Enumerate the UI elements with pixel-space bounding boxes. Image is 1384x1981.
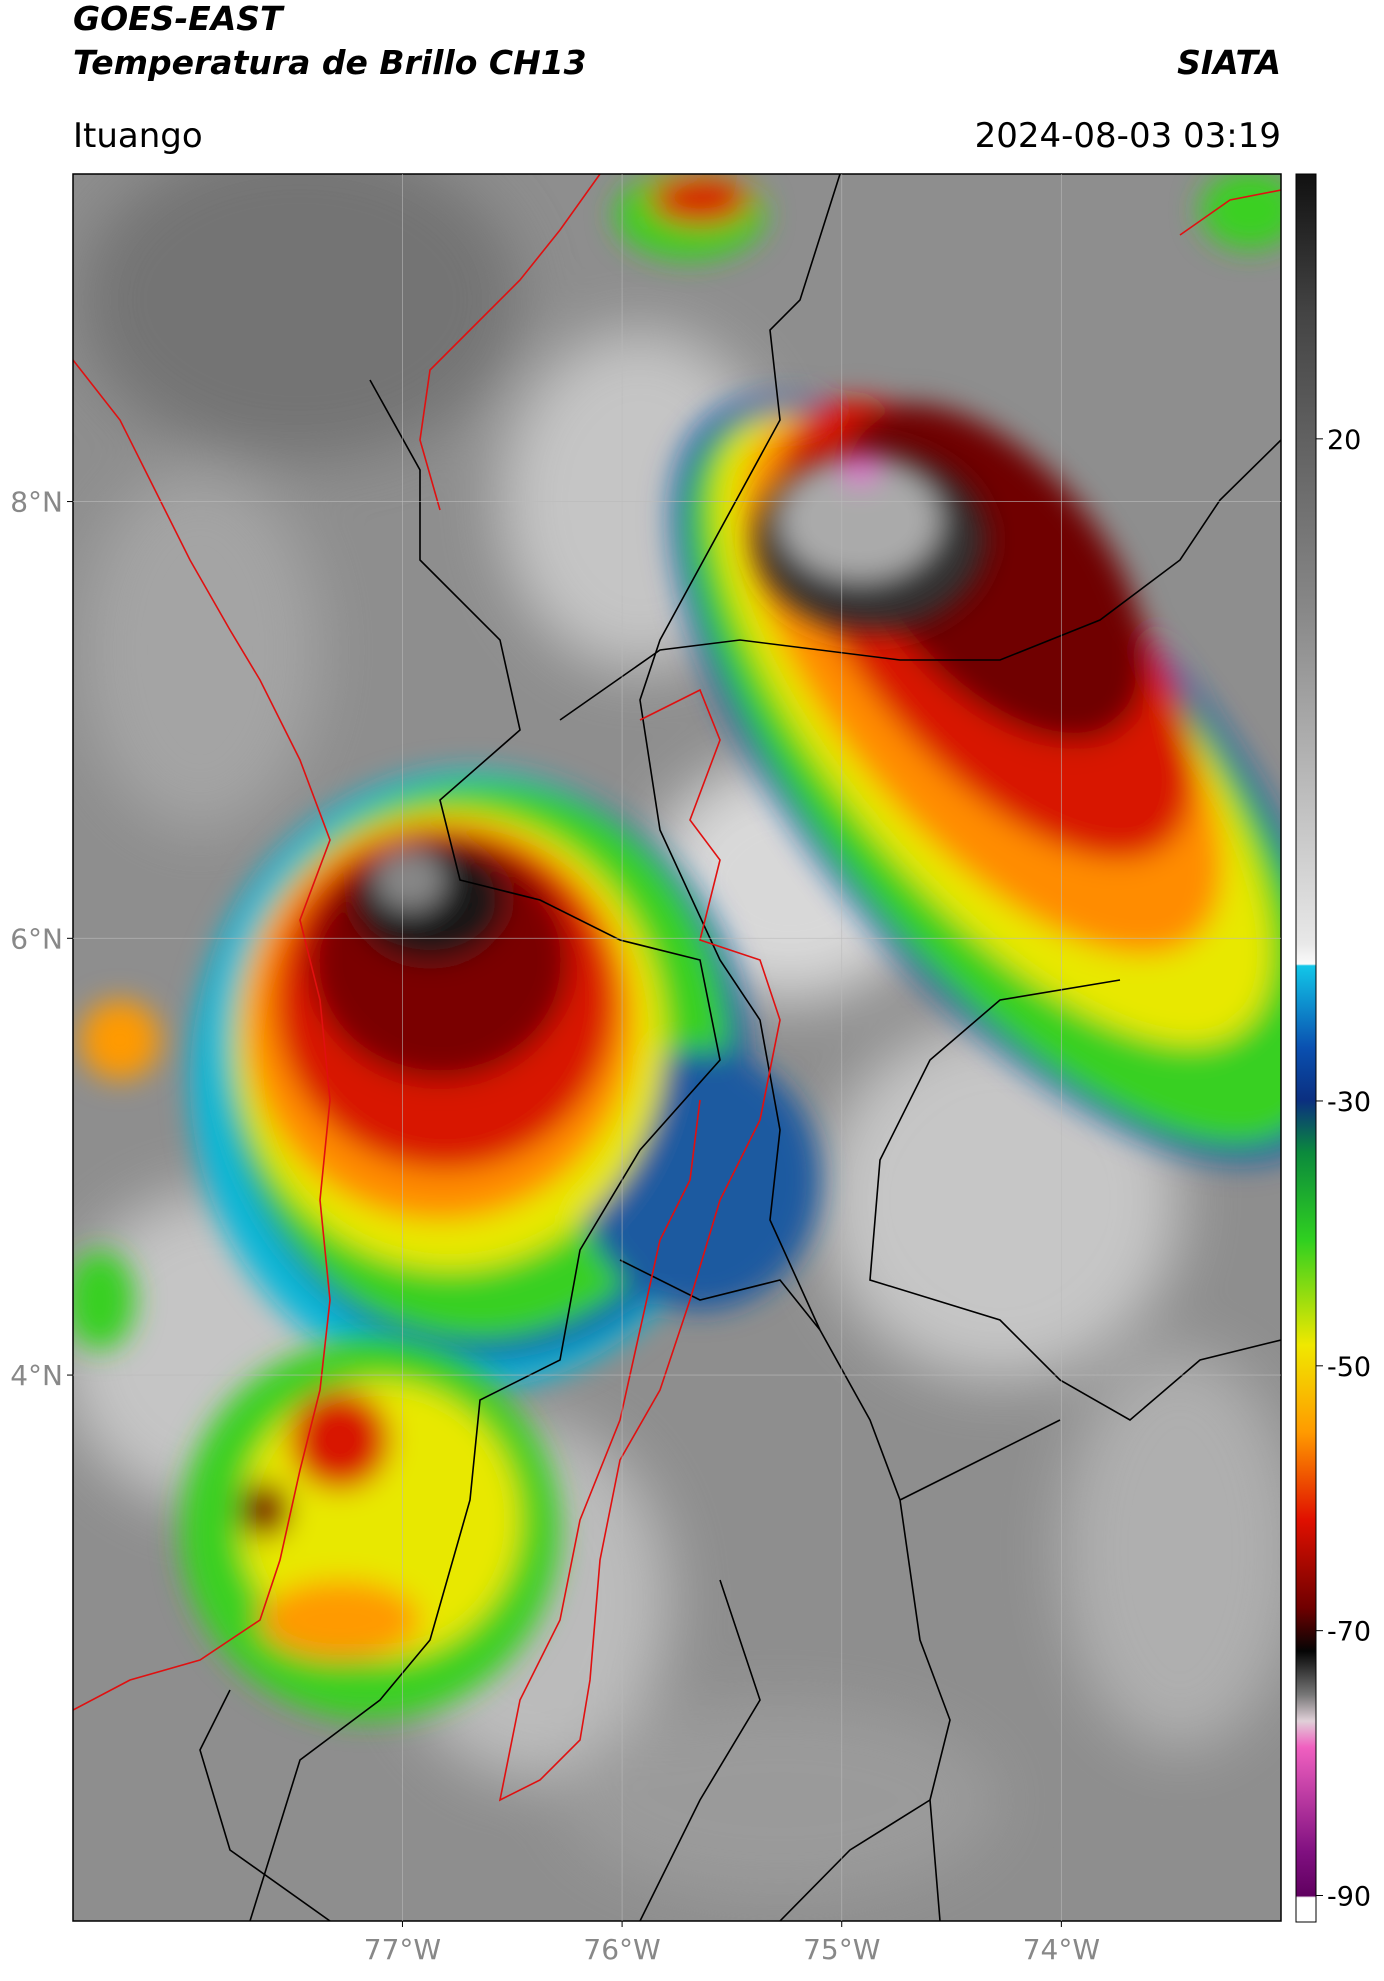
lon-tick-label: 75°W (803, 1933, 880, 1966)
colorbar-tick-label: -30 (1327, 1087, 1371, 1118)
map-frame (72, 173, 1282, 1922)
lon-tick-label: 76°W (583, 1933, 660, 1966)
source: SIATA (1177, 43, 1281, 82)
colorbar (1295, 173, 1317, 1923)
lon-tick-label: 77°W (364, 1933, 441, 1966)
lat-tick-label: 4°N (10, 1359, 63, 1392)
colorbar-tick-label: -90 (1327, 1882, 1371, 1913)
lat-tick-label: 8°N (10, 486, 63, 519)
colorbar-tick-label: -70 (1327, 1617, 1371, 1648)
colorbar-tick-label: 20 (1327, 425, 1361, 456)
lat-tick-label: 6°N (10, 922, 63, 955)
lon-tick-label: 74°W (1023, 1933, 1100, 1966)
colorbar-tick-label: -50 (1327, 1352, 1371, 1383)
title: GOES-EAST (73, 0, 285, 38)
datetime: 2024-08-03 03:19 (975, 116, 1281, 156)
subtitle: Temperatura de Brillo CH13 (73, 43, 587, 82)
location: Ituango (73, 116, 203, 156)
header: GOES-EAST Temperatura de Brillo CH13 SIA… (73, 0, 1281, 156)
satellite-image (73, 174, 1281, 1921)
